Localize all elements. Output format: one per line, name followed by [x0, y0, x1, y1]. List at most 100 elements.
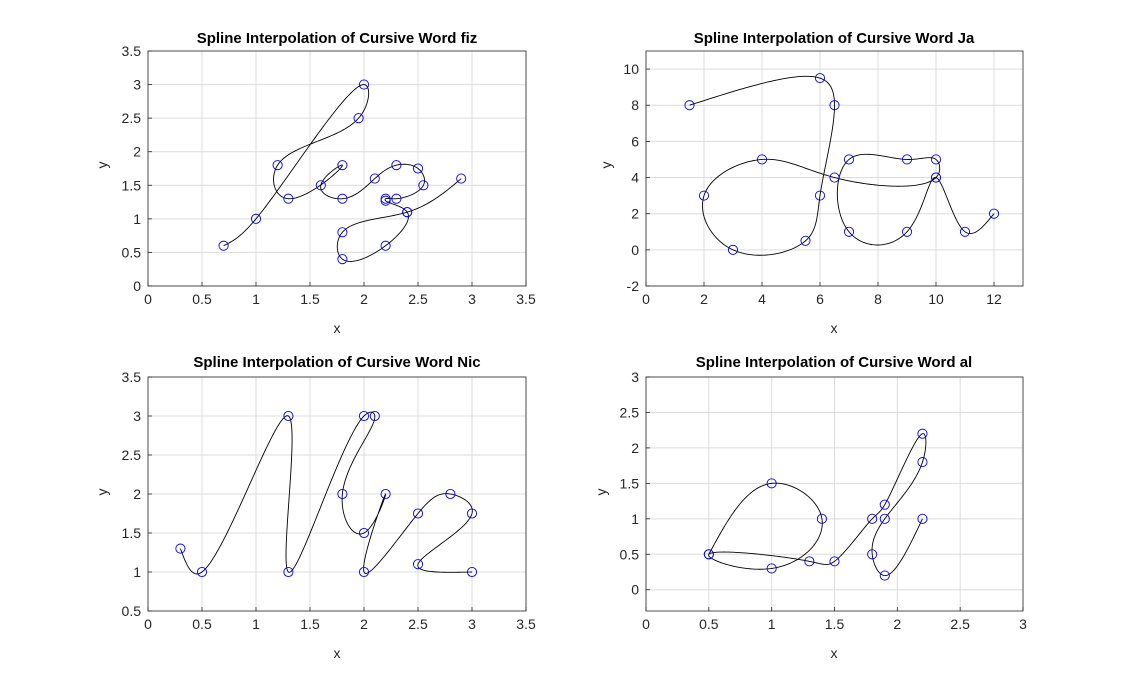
data-point — [418, 180, 429, 191]
y-tick-label: 1.5 — [122, 525, 142, 541]
data-point — [402, 207, 413, 218]
y-tick-label: 1 — [631, 511, 639, 527]
data-point — [337, 254, 348, 265]
y-tick-label: 3 — [133, 408, 141, 424]
x-tick-label: 0.5 — [192, 616, 212, 632]
x-tick-label: 3 — [1019, 616, 1027, 632]
x-tick-label: 12 — [986, 291, 1002, 307]
data-point — [727, 244, 739, 255]
data-point — [756, 154, 768, 165]
data-point — [814, 73, 826, 84]
x-tick-label: 2.5 — [950, 616, 970, 632]
x-axis-label: x — [334, 645, 341, 661]
y-tick-label: 0.5 — [122, 603, 142, 619]
y-tick-label: 2 — [133, 486, 141, 502]
x-tick-label: 3 — [468, 291, 476, 307]
y-tick-label: 6 — [631, 133, 639, 149]
data-point — [816, 513, 827, 524]
x-tick-label: 1 — [768, 616, 776, 632]
data-point — [369, 173, 380, 184]
x-tick-label: 0 — [144, 291, 152, 307]
x-tick-label: 2 — [700, 291, 708, 307]
y-tick-label: -2 — [627, 278, 640, 294]
x-tick-label: 2.5 — [408, 616, 428, 632]
x-tick-label: 3.5 — [516, 291, 536, 307]
grid — [147, 50, 527, 287]
y-tick-label: 3 — [133, 77, 141, 93]
y-tick-label: 1 — [133, 211, 141, 227]
data-point — [804, 556, 815, 567]
x-tick-label: 3.5 — [516, 616, 536, 632]
data-point — [703, 549, 714, 560]
y-tick-label: 2.5 — [620, 404, 640, 420]
chart-title: Spline Interpolation of Cursive Word Ja — [694, 30, 975, 47]
axes-box — [147, 376, 527, 612]
data-points — [175, 410, 478, 578]
x-tick-label: 1.5 — [300, 616, 320, 632]
subplot-al: Spline Interpolation of Cursive Word al … — [593, 354, 1027, 661]
y-tick-label: 2.5 — [122, 447, 142, 463]
data-point — [843, 154, 855, 165]
data-point — [829, 100, 840, 111]
data-point — [879, 499, 890, 510]
y-tick-label: 3 — [631, 369, 639, 385]
data-point — [369, 410, 380, 422]
data-point — [843, 226, 855, 237]
chart-title: Spline Interpolation of Cursive Word fiz — [197, 30, 478, 47]
data-point — [917, 457, 928, 468]
data-points — [218, 79, 467, 265]
data-point — [456, 173, 467, 184]
x-tick-label: 1.5 — [825, 616, 845, 632]
data-point — [879, 513, 890, 524]
data-point — [988, 208, 1000, 219]
ticks: 0 0.5 1 1.5 2 2.5 3 0 0.5 1 1.5 2 2.5 3 — [620, 369, 1028, 632]
grid — [645, 51, 1023, 287]
data-point — [218, 240, 229, 251]
subplot-fiz: Spline Interpolation of Cursive Word fiz… — [94, 30, 536, 336]
x-tick-label: 0 — [642, 616, 650, 632]
data-point — [766, 478, 777, 489]
data-point — [391, 193, 402, 204]
x-tick-label: 2 — [360, 616, 368, 632]
data-point — [879, 570, 890, 581]
data-point — [867, 513, 878, 524]
data-point — [358, 566, 370, 578]
data-point — [901, 154, 913, 165]
x-tick-label: 0.5 — [699, 616, 719, 632]
axes-box — [645, 50, 1024, 287]
x-tick-label: 2.5 — [408, 291, 428, 307]
spline-curve — [179, 411, 473, 575]
x-tick-label: 2 — [360, 291, 368, 307]
data-point — [358, 79, 370, 90]
data-point — [445, 488, 456, 500]
data-point — [412, 163, 424, 174]
chart-title: Spline Interpolation of Cursive Word Nic — [193, 354, 480, 371]
data-point — [766, 563, 777, 574]
data-point — [684, 100, 695, 111]
data-point — [250, 213, 262, 224]
data-point — [800, 235, 811, 246]
data-point — [353, 113, 364, 124]
y-axis-label: y — [94, 489, 110, 496]
y-axis-label: y — [598, 162, 614, 169]
x-axis-label: x — [831, 320, 838, 336]
spline-curve — [689, 75, 995, 256]
x-tick-label: 10 — [928, 291, 944, 307]
y-tick-label: 1.5 — [620, 475, 640, 491]
x-tick-label: 1 — [252, 291, 260, 307]
data-point — [337, 488, 348, 500]
y-tick-label: 3.5 — [122, 43, 142, 59]
data-point — [272, 160, 283, 171]
y-tick-label: 1.5 — [122, 177, 142, 193]
x-tick-label: 1 — [252, 616, 260, 632]
data-point — [196, 566, 208, 578]
chart-title: Spline Interpolation of Cursive Word al — [696, 354, 972, 371]
data-point — [337, 160, 348, 171]
y-tick-label: 1 — [133, 564, 141, 580]
data-point — [814, 190, 826, 201]
y-tick-label: 3.5 — [122, 369, 142, 385]
y-tick-label: 0 — [133, 278, 141, 294]
data-point — [930, 154, 942, 165]
x-tick-label: 1.5 — [300, 291, 320, 307]
